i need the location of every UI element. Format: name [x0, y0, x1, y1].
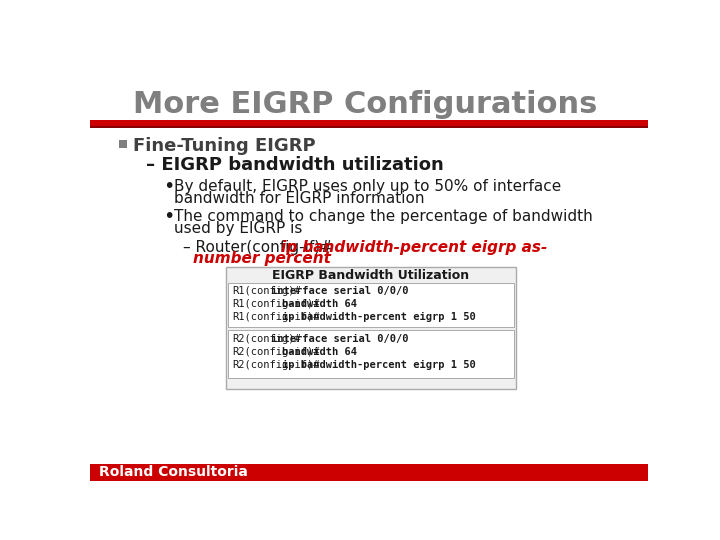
Text: number percent: number percent — [193, 251, 330, 266]
Text: More EIGRP Configurations: More EIGRP Configurations — [132, 90, 597, 119]
Text: – Router(config-if)#: – Router(config-if)# — [183, 240, 333, 255]
Text: R2(config-if)#: R2(config-if)# — [232, 347, 320, 357]
Text: •: • — [163, 207, 175, 226]
Text: The command to change the percentage of bandwidth: The command to change the percentage of … — [174, 209, 593, 224]
Text: By default, EIGRP uses only up to 50% of interface: By default, EIGRP uses only up to 50% of… — [174, 179, 561, 194]
Bar — [228, 283, 514, 327]
Text: R1(config-if)#: R1(config-if)# — [232, 312, 320, 322]
Text: EIGRP Bandwidth Utilization: EIGRP Bandwidth Utilization — [272, 269, 469, 282]
Text: bandwidth for EIGRP information: bandwidth for EIGRP information — [174, 191, 424, 206]
Text: ip bandwidth-percent eigrp 1 50: ip bandwidth-percent eigrp 1 50 — [282, 312, 475, 322]
Bar — [90, 464, 648, 481]
Text: bandwidth 64: bandwidth 64 — [282, 299, 356, 309]
Text: interface serial 0/0/0: interface serial 0/0/0 — [271, 286, 408, 296]
Text: Roland Consultoria: Roland Consultoria — [99, 465, 248, 479]
Bar — [90, 126, 648, 128]
Text: R1(config-if)#: R1(config-if)# — [232, 299, 320, 309]
Text: R1(config)#: R1(config)# — [232, 286, 300, 296]
Text: used by EIGRP is: used by EIGRP is — [174, 220, 302, 235]
Text: interface serial 0/0/0: interface serial 0/0/0 — [271, 334, 408, 344]
Text: •: • — [163, 177, 175, 196]
Text: Fine-Tuning EIGRP: Fine-Tuning EIGRP — [133, 137, 316, 154]
Bar — [90, 120, 648, 126]
Bar — [228, 330, 514, 378]
Text: ip bandwidth-percent eigrp as-: ip bandwidth-percent eigrp as- — [281, 240, 547, 255]
Text: bandwidth 64: bandwidth 64 — [282, 347, 356, 357]
Text: ip bandwidth-percent eigrp 1 50: ip bandwidth-percent eigrp 1 50 — [282, 360, 475, 370]
Text: – EIGRP bandwidth utilization: – EIGRP bandwidth utilization — [145, 156, 444, 174]
Bar — [225, 267, 516, 389]
Text: R2(config)#: R2(config)# — [232, 334, 300, 344]
Bar — [120, 140, 127, 148]
Text: R2(config-if)#: R2(config-if)# — [232, 360, 320, 370]
